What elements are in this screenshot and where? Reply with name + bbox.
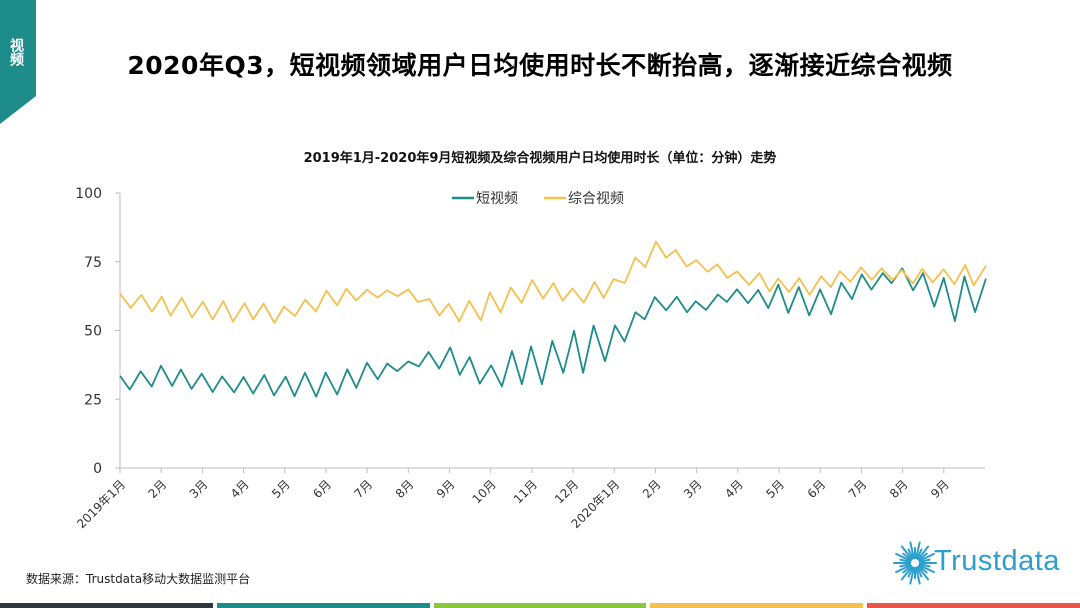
x-tick-label: 8月 xyxy=(887,477,911,501)
sunburst-icon xyxy=(893,541,937,585)
x-tick-label: 12月 xyxy=(552,477,581,506)
series-line-1 xyxy=(119,267,987,398)
x-tick-label: 7月 xyxy=(846,477,870,501)
sunburst-ray xyxy=(915,541,921,560)
sunburst-ray xyxy=(899,558,912,563)
x-tick-label: 8月 xyxy=(393,477,417,501)
sunburst-ray xyxy=(899,563,912,568)
x-tick-label: 9月 xyxy=(434,477,458,501)
bottom-bar-segment xyxy=(433,603,647,608)
x-tick-label: 7月 xyxy=(351,477,375,501)
y-tick-label: 0 xyxy=(93,461,102,477)
sunburst-ray xyxy=(916,548,923,560)
chart-title: 2019年1月-2020年9月短视频及综合视频用户日均使用时长（单位：分钟）走势 xyxy=(304,150,777,166)
bottom-bar-segment xyxy=(0,603,213,608)
bottom-color-bar xyxy=(0,603,1080,608)
section-tab-label: 视频 xyxy=(8,38,24,66)
x-tick-label: 2019年1月 xyxy=(74,477,128,531)
bottom-bar-segment xyxy=(650,603,864,608)
x-tick-label: 5月 xyxy=(269,477,293,501)
sunburst-ray xyxy=(895,564,912,574)
sunburst-ray xyxy=(918,563,931,568)
page-title: 2020年Q3，短视频领域用户日均使用时长不断抬高，逐渐接近综合视频 xyxy=(127,51,953,80)
sunburst-ray xyxy=(902,552,913,561)
source-note: 数据来源：Trustdata移动大数据监测平台 xyxy=(26,572,251,586)
sunburst-ray xyxy=(916,566,923,578)
sunburst-ray xyxy=(907,548,914,560)
x-tick-label: 11月 xyxy=(511,477,540,506)
section-tab-shape xyxy=(0,0,36,124)
sunburst-ray xyxy=(915,566,921,585)
sunburst-ray xyxy=(900,545,913,561)
legend-label-1: 短视频 xyxy=(476,191,518,207)
series-line-2 xyxy=(119,240,987,324)
sunburst-ray xyxy=(918,558,931,563)
sunburst-ray xyxy=(917,552,928,561)
x-tick-label: 6月 xyxy=(310,477,334,501)
line-chart: 2019年1月-2020年9月短视频及综合视频用户日均使用时长（单位：分钟）走势… xyxy=(74,150,987,531)
bottom-bar-segment xyxy=(867,603,1080,608)
bottom-bar-segment xyxy=(216,603,430,608)
x-tick-label: 4月 xyxy=(722,477,746,501)
y-tick-label: 100 xyxy=(75,186,102,202)
x-tick-label: 2月 xyxy=(146,477,170,501)
sunburst-ray xyxy=(918,552,935,562)
logo-text: Trustdata xyxy=(934,545,1060,577)
sunburst-ray xyxy=(917,565,928,574)
sunburst-ray xyxy=(918,564,935,574)
x-tick-label: 3月 xyxy=(681,477,705,501)
sunburst-ray xyxy=(895,552,912,562)
x-tick-label: 6月 xyxy=(805,477,829,501)
sunburst-ray xyxy=(902,565,913,574)
x-tick-label: 9月 xyxy=(928,477,952,501)
y-tick-label: 50 xyxy=(84,324,102,340)
sunburst-ray xyxy=(909,541,915,560)
sunburst-ray xyxy=(917,565,930,581)
section-tab: 视频 xyxy=(0,0,36,124)
y-tick-label: 75 xyxy=(84,255,102,271)
y-tick-label: 25 xyxy=(84,392,102,408)
sunburst-ray xyxy=(909,566,915,585)
sunburst-ray xyxy=(917,545,930,561)
x-tick-label: 10月 xyxy=(470,477,499,506)
x-tick-label: 4月 xyxy=(228,477,252,501)
x-tick-label: 2月 xyxy=(640,477,664,501)
x-tick-label: 3月 xyxy=(187,477,211,501)
trustdata-logo: Trustdata xyxy=(892,533,1080,593)
section-tab-bg xyxy=(0,0,36,124)
sunburst-ray xyxy=(907,566,914,578)
legend-label-2: 综合视频 xyxy=(568,191,624,207)
x-tick-label: 5月 xyxy=(763,477,787,501)
sunburst-ray xyxy=(900,565,913,581)
